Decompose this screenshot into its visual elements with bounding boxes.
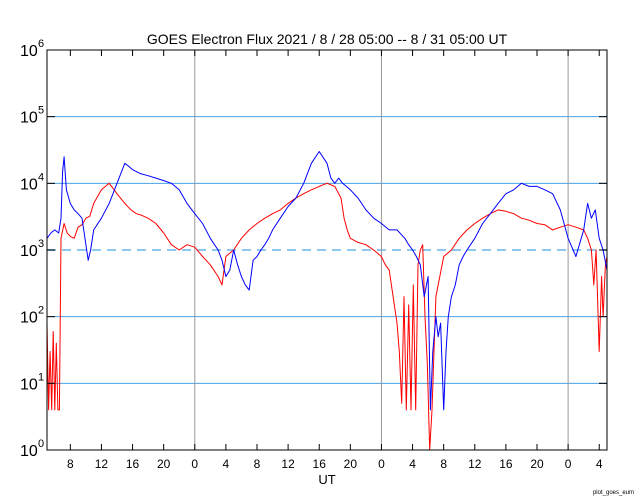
- x-tick-label-13: 12: [468, 457, 482, 471]
- x-tick-label-12: 8: [440, 457, 447, 471]
- x-tick-label-5: 4: [223, 457, 230, 471]
- y-tick-exponent-6: 6: [38, 38, 44, 50]
- y-tick-exponent-0: 0: [38, 438, 44, 450]
- x-tick-label-1: 12: [95, 457, 109, 471]
- series-line-2: [46, 151, 608, 411]
- y-tick-label-6: 10: [20, 43, 38, 60]
- y-tick-exponent-1: 1: [38, 371, 44, 383]
- series-layer: [46, 151, 608, 451]
- x-tick-label-16: 0: [565, 457, 572, 471]
- chart-title: GOES Electron Flux 2021 / 8 / 28 05:00 -…: [147, 31, 508, 47]
- y-tick-label-4: 10: [20, 176, 38, 193]
- x-tick-label-10: 0: [378, 457, 385, 471]
- y-tick-label-3: 10: [20, 243, 38, 260]
- y-tick-exponent-4: 4: [38, 171, 44, 183]
- y-tick-label-0: 10: [20, 443, 38, 460]
- x-tick-label-11: 4: [409, 457, 416, 471]
- ticks: 8 12 16 20 0 4 8 12 16 20 0 4 8 12 16 20 0 410 010 110 210 31…: [20, 38, 607, 471]
- y-tick-label-1: 10: [20, 376, 38, 393]
- x-tick-label-14: 16: [499, 457, 513, 471]
- y-tick-exponent-3: 3: [38, 238, 44, 250]
- x-tick-label-17: 4: [596, 457, 603, 471]
- x-tick-label-7: 12: [281, 457, 295, 471]
- x-tick-label-0: 8: [67, 457, 74, 471]
- x-tick-label-8: 16: [313, 457, 327, 471]
- gridlines: [47, 50, 607, 450]
- y-tick-label-5: 10: [20, 110, 38, 127]
- y-tick-exponent-5: 5: [38, 105, 44, 117]
- x-tick-label-3: 20: [157, 457, 171, 471]
- x-tick-label-15: 20: [530, 457, 544, 471]
- x-tick-label-2: 16: [126, 457, 140, 471]
- y-tick-label-2: 10: [20, 310, 38, 327]
- x-tick-label-4: 0: [191, 457, 198, 471]
- x-tick-label-9: 20: [344, 457, 358, 471]
- series-line-1: [46, 182, 608, 451]
- x-tick-label-6: 8: [254, 457, 261, 471]
- footer-label: plot_goes_eum: [593, 490, 634, 496]
- x-axis-label: UT: [318, 472, 335, 487]
- y-tick-exponent-2: 2: [38, 305, 44, 317]
